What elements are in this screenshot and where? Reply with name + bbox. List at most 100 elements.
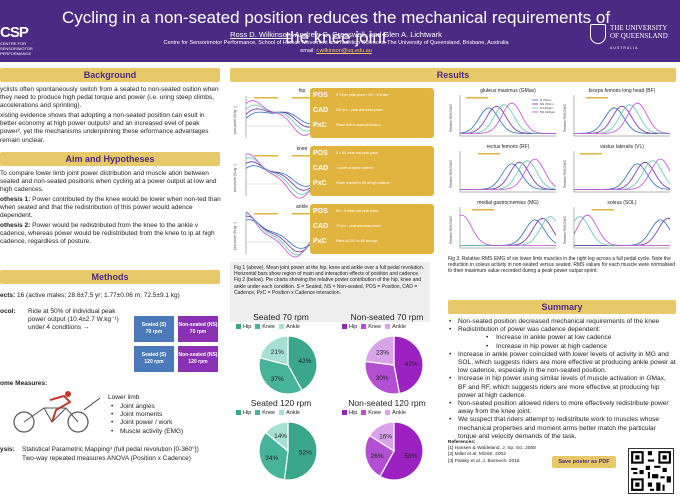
series-line <box>574 107 670 134</box>
csp-logo: CSP CENTRE FOR SENSORIMOTOR PERFORMANCE <box>0 24 33 56</box>
pie-title: Seated 120 rpm <box>250 398 312 408</box>
slice-label: 47% <box>405 361 418 368</box>
series-line <box>460 216 557 246</box>
protocol-label: ocol: <box>0 308 16 315</box>
summary-item: Increase in ankle power at low cadence <box>448 334 676 342</box>
sig-bar <box>472 209 494 211</box>
legend-entry: Ankle <box>286 410 300 416</box>
analysis-1: Statistical Parametric Mapping³ (full pe… <box>22 446 199 453</box>
slice-label: 58% <box>404 453 417 460</box>
legend-entry: NS 120rpm <box>540 110 556 114</box>
poster-header: CSP CENTRE FOR SENSORIMOTOR PERFORMANCE … <box>0 0 680 62</box>
legend-swatch <box>342 410 347 416</box>
pie-slice <box>283 421 318 481</box>
chart-title: soleus (SOL) <box>607 200 637 206</box>
references: References: [1] Hansen & Waldeland. J. S… <box>448 440 536 464</box>
effect-label: CAD <box>313 165 329 172</box>
emg-chart: medial gastrocnemius (MG) Relative RMS EM… <box>449 200 557 249</box>
summary-item: Increase in ankle power coincided with l… <box>448 351 676 376</box>
email-link[interactable]: r.wilkinson@uq.edu.au <box>316 48 372 54</box>
affiliation: Centre for Sensorimotor Performance, Sch… <box>163 40 509 46</box>
sig-bar <box>592 209 614 211</box>
legend-swatch <box>236 410 241 416</box>
legend-entry: Knee <box>262 324 276 330</box>
series-line <box>573 216 670 246</box>
list-item: Joint power / work <box>110 419 220 427</box>
legend-entry: S 120rpm <box>540 106 554 110</box>
pie-chart: 47% 30% 23% <box>364 335 424 395</box>
effect-text: S > NS mean and peak power <box>336 151 379 155</box>
y-axis-label: joint power (W.kg⁻¹) <box>233 164 237 193</box>
pie-legend: Hip Knee Ankle <box>338 324 442 330</box>
effect-label: CAD <box>313 107 329 114</box>
pie-chart: 52% 34% 14% <box>258 421 318 481</box>
pie-slice <box>287 335 318 392</box>
background-p2: xisting evidence shows that adopting a n… <box>0 112 209 144</box>
condition-s70: Seated (S) 70 rpm <box>134 316 174 342</box>
pie-slice <box>259 335 289 366</box>
chart-title: rectus femoris (RF) <box>487 144 530 150</box>
save-pdf-button[interactable]: Save poster as PDF <box>552 456 616 468</box>
y-axis-label: Relative RMS EMG <box>563 216 567 244</box>
chart-title: vastus lateralis (VL) <box>600 144 644 150</box>
chart-title: hip <box>299 88 306 94</box>
summary-item: Non-seated position allowed riders to mo… <box>448 400 676 416</box>
chart-title: biceps femoris long head (BF) <box>589 88 656 94</box>
legend-swatch <box>236 324 241 330</box>
sig-bar <box>466 97 488 99</box>
crest-icon <box>590 24 606 44</box>
legend-entry: Hip <box>243 324 252 330</box>
legend-swatch <box>361 410 367 416</box>
series-line <box>574 105 670 134</box>
pie-title: Non-seated 120 rpm <box>348 398 426 408</box>
summary-item: Redistribution of power was cadence depe… <box>448 326 676 334</box>
series-line <box>460 102 556 134</box>
measures-list: Joint angles Joint moments Joint power /… <box>110 403 220 436</box>
condition-ns70: Non-seated (NS) 70 rpm <box>178 316 218 342</box>
cyclist-illustration-icon <box>13 391 101 433</box>
effect-label: POS <box>313 208 328 215</box>
legend-swatch <box>342 324 347 330</box>
background-p1: yclists often spontaneously switch from … <box>0 86 219 110</box>
slice-label: 30% <box>376 375 389 382</box>
methods-heading: Methods <box>0 270 220 284</box>
pie-slice <box>368 421 395 453</box>
summary-item: Increase in hip power using similar leve… <box>448 375 676 400</box>
pie-slice <box>379 421 424 481</box>
pie-chart: 42% 37% 21% <box>258 335 318 395</box>
y-axis-label: joint power (W.kg⁻¹) <box>233 222 237 251</box>
y-axis-label: Relative RMS EMG <box>449 160 453 188</box>
legend-swatch <box>279 410 285 416</box>
results-heading: Results <box>230 68 676 82</box>
emg-chart: soleus (SOL) Relative RMS EMG <box>563 200 671 249</box>
series-line <box>573 214 670 246</box>
summary-list: Non-seated position decreased mechanical… <box>448 318 676 441</box>
legend-swatch <box>279 324 285 330</box>
slice-label: 34% <box>265 455 278 462</box>
condition-ns120: Non-seated (NS) 120 rpm <box>178 346 218 372</box>
pie-slice <box>364 434 395 478</box>
effects-box-ankle: POS NS > S mean and peak power CAD 70 rpm ↑… <box>310 204 434 254</box>
qr-code-icon[interactable] <box>628 448 674 494</box>
legend-entry: Hip <box>243 410 252 416</box>
analysis-label: ysis: <box>0 446 15 453</box>
effect-label: CAD <box>313 223 329 230</box>
effect-text: S 70rpm peak power • NS > S at late <box>336 93 389 97</box>
aims-p1: To compare lower limb joint power distri… <box>0 170 217 194</box>
slice-label: 14% <box>274 433 287 440</box>
sig-bar <box>254 213 278 215</box>
summary-item: Non-seated position decreased mechanical… <box>448 318 676 326</box>
slice-label: 21% <box>271 349 284 356</box>
background-heading: Background <box>0 68 220 82</box>
y-axis-label: Relative RMS EMG <box>563 104 567 132</box>
series-line <box>574 219 671 246</box>
pie-legend: Hip Knee Ankle <box>232 324 336 330</box>
effect-text: 70 rpm ↑ peak and mean power <box>336 224 381 228</box>
effect-text: NS > S mean and peak power <box>336 209 379 213</box>
legend-swatch <box>255 410 261 416</box>
effect-label: POS <box>313 150 328 157</box>
emg-chart: gluteus maximus (GMax) Relative RMS EMG S … <box>449 88 556 137</box>
effect-label: PxC <box>313 122 327 129</box>
fig3-caption: Fig 3. Relative RMS EMG of six lower lim… <box>448 254 676 294</box>
pie-slice <box>364 335 395 366</box>
